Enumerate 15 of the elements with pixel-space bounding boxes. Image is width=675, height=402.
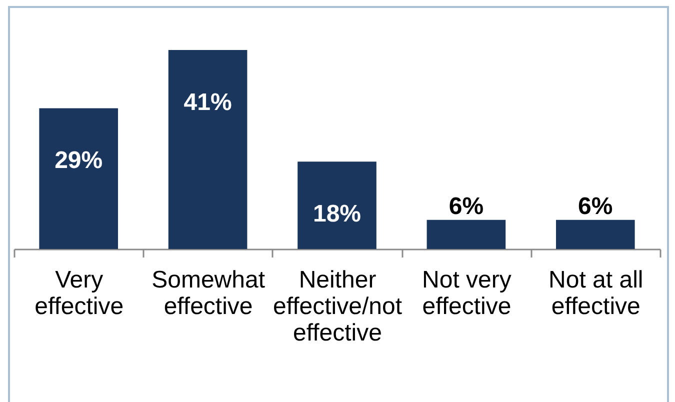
x-tick-label: Neither effective/not effective: [273, 266, 402, 346]
data-label: 41%: [184, 89, 232, 116]
x-tick-label: Very effective: [34, 266, 124, 320]
x-tick-label: Not very effective: [422, 266, 512, 320]
bar: [168, 50, 248, 249]
data-label: 18%: [312, 200, 362, 228]
bar: [298, 162, 376, 249]
data-label: 6%: [578, 192, 613, 220]
bar: [426, 220, 506, 249]
x-tick-label: Not at all effective: [548, 266, 644, 320]
bar: [39, 108, 118, 249]
data-label: 29%: [54, 147, 103, 174]
x-tick-label: Somewhat effective: [152, 266, 266, 320]
data-label: 6%: [448, 192, 484, 220]
bar: [556, 220, 635, 249]
